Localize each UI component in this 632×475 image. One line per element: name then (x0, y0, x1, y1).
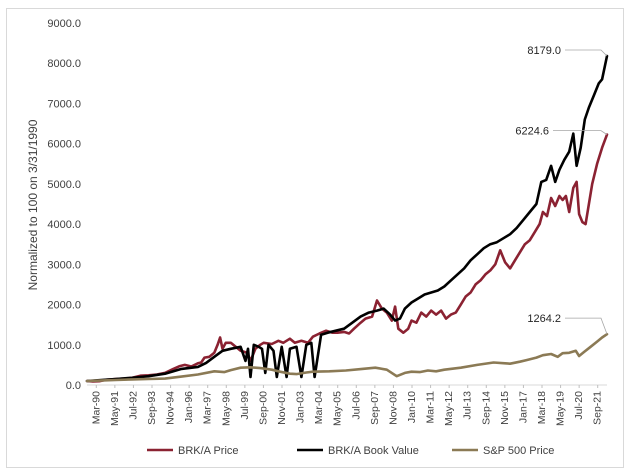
series-line-brk-a-book-value (85, 54, 609, 383)
series-line-brk-a-price (85, 133, 609, 383)
x-tick-label: May-05 (332, 391, 344, 426)
x-tick-label: Sep-14 (480, 391, 492, 425)
callout-leader (553, 130, 608, 135)
y-tick-label: 4000.0 (47, 219, 81, 231)
x-tick-labels: Mar-90 May-91 Jul-92 Sep-93 Nov-94 Jan-96 Mar-… (90, 385, 604, 426)
x-tick-label: May-98 (220, 391, 232, 426)
y-tick-label: 7000.0 (47, 98, 81, 110)
y-tick-label: 8000.0 (47, 58, 81, 70)
line-chart: Normalized to 100 on 3/31/1990 0.0 1000.0… (26, 18, 609, 457)
y-tick-label: 6000.0 (47, 139, 81, 151)
x-tick-label: Mar-90 (90, 391, 102, 424)
x-tick-label: Jul-06 (350, 391, 362, 420)
x-tick-label: Jan-17 (517, 391, 529, 423)
x-tick-label: Nov-15 (499, 391, 511, 425)
x-tick-label: May-19 (555, 391, 567, 426)
legend: BRK/A Price BRK/A Book Value S&P 500 Price (147, 445, 554, 457)
x-tick-label: Jan-96 (183, 391, 195, 423)
series-lines (85, 54, 609, 383)
callout-label: 8179.0 (527, 45, 561, 57)
x-tick-label: Jul-13 (462, 391, 474, 420)
legend-entry-label: S&P 500 Price (483, 445, 554, 457)
callout-leader (565, 317, 608, 335)
x-tick-label: Nov-08 (387, 391, 399, 425)
chart-frame: Normalized to 100 on 3/31/1990 0.0 1000.0… (6, 8, 624, 468)
x-tick-label: Jan-03 (295, 391, 307, 423)
y-axis-title-group: Normalized to 100 on 3/31/1990 (26, 119, 40, 290)
x-tick-label: Jul-99 (239, 391, 251, 420)
y-tick-label: 3000.0 (47, 259, 81, 271)
x-tick-label: Nov-94 (165, 391, 177, 425)
callout-leader (565, 49, 608, 57)
x-tick-label: Jan-10 (406, 391, 418, 423)
x-tick-label: Sep-93 (146, 391, 158, 425)
y-tick-label: 5000.0 (47, 179, 81, 191)
x-tick-label: Jul-20 (573, 391, 585, 420)
legend-entry-label: BRK/A Book Value (328, 445, 419, 457)
x-tick-label: Mar-11 (425, 391, 437, 424)
x-tick-label: Jul-92 (127, 391, 139, 420)
x-tick-label: May-91 (109, 391, 121, 426)
x-tick-label: Sep-07 (369, 391, 381, 425)
x-tick-label: Mar-04 (313, 391, 325, 424)
y-tick-label: 0.0 (66, 380, 81, 392)
callout-label: 1264.2 (527, 313, 561, 325)
x-tick-label: Mar-97 (202, 391, 214, 424)
y-tick-label: 1000.0 (47, 340, 81, 352)
value-callouts: 8179.0 6224.6 1264.2 (515, 45, 608, 335)
x-tick-label: Mar-18 (536, 391, 548, 424)
x-tick-label: Sep-00 (257, 391, 269, 425)
y-tick-label: 9000.0 (47, 18, 81, 30)
y-tick-label: 2000.0 (47, 300, 81, 312)
y-axis-title: Normalized to 100 on 3/31/1990 (26, 119, 40, 290)
y-tick-labels: 0.0 1000.0 2000.0 3000.0 4000.0 5000.0 6000.0 7… (47, 18, 81, 392)
legend-entry-label: BRK/A Price (178, 445, 239, 457)
x-tick-label: Nov-01 (276, 391, 288, 425)
callout-label: 6224.6 (515, 126, 549, 138)
x-tick-label: Sep-21 (592, 391, 604, 425)
series-line-s-p-500-price (85, 332, 609, 383)
x-tick-label: May-12 (443, 391, 455, 426)
